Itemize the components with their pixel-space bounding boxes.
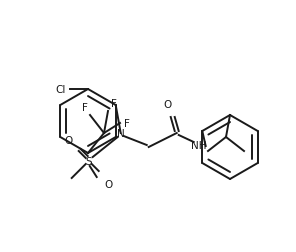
Text: NH: NH — [191, 140, 207, 150]
Text: O: O — [164, 100, 172, 110]
Text: O: O — [65, 136, 73, 145]
Text: F: F — [111, 99, 117, 109]
Text: Cl: Cl — [56, 85, 66, 94]
Text: O: O — [105, 179, 113, 189]
Text: S: S — [86, 156, 92, 166]
Text: N: N — [117, 129, 125, 138]
Text: F: F — [124, 118, 130, 129]
Text: F: F — [82, 103, 88, 113]
